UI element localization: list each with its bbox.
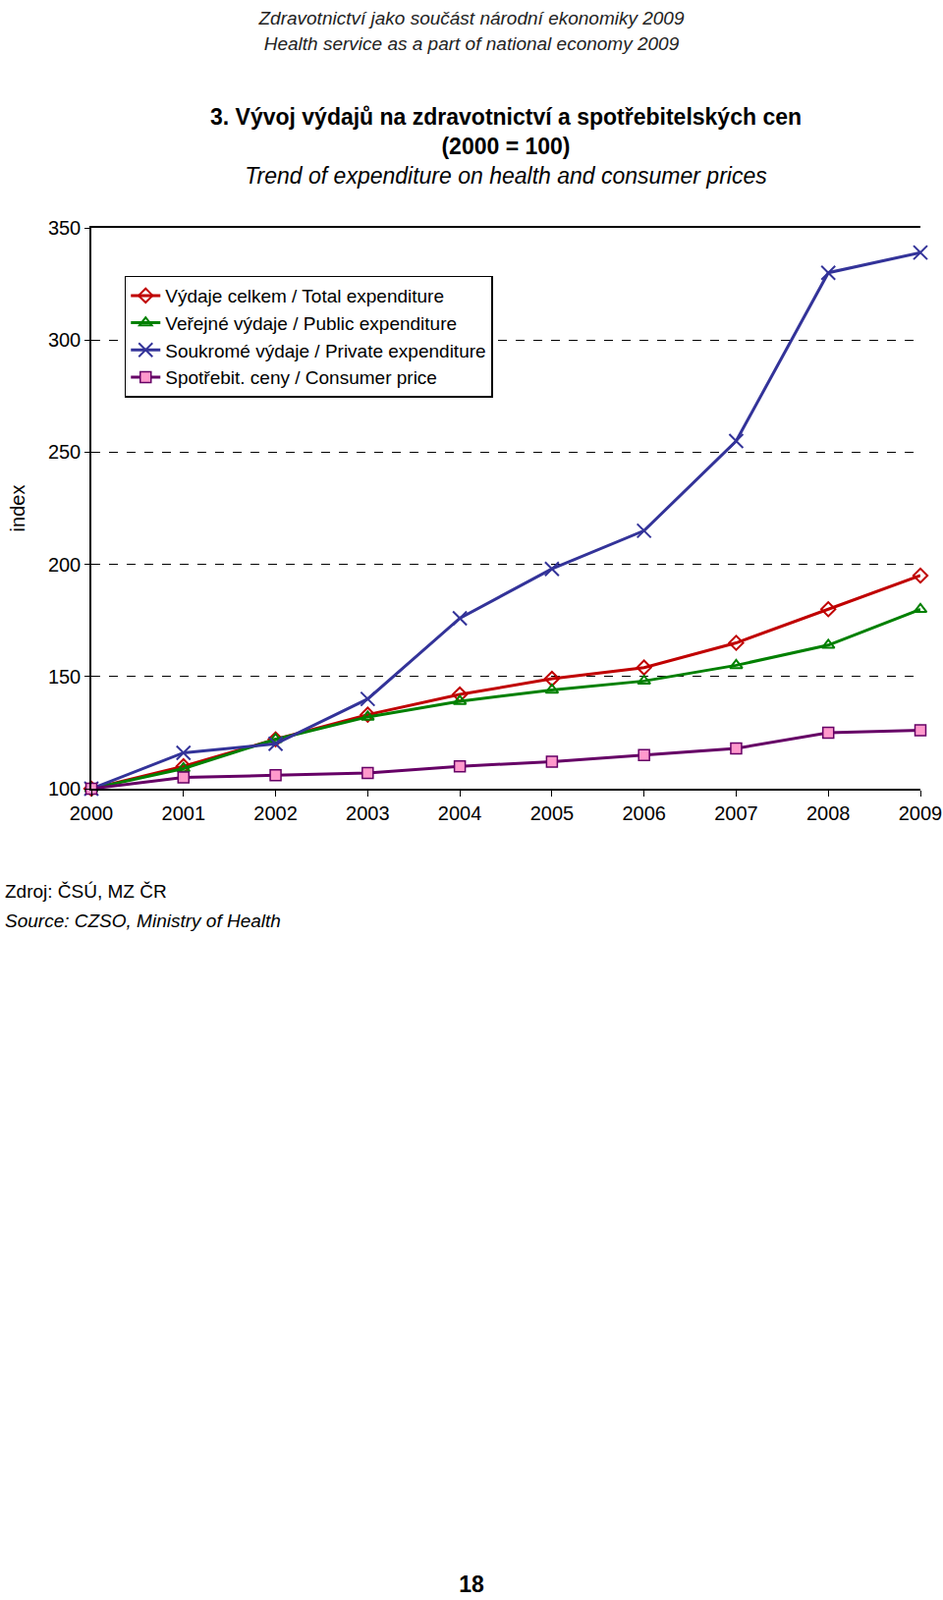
svg-text:300: 300 xyxy=(48,329,81,351)
html-text:18: 18 xyxy=(458,1571,485,1598)
svg-text:150: 150 xyxy=(48,665,81,688)
svg-text:2000: 2000 xyxy=(69,802,114,825)
svg-text:200: 200 xyxy=(48,554,81,576)
svg-text:Spotřebit. ceny / Consumer pri: Spotřebit. ceny / Consumer price xyxy=(165,367,438,389)
svg-text:350: 350 xyxy=(48,217,81,239)
svg-text:3. Vývoj výdajů na zdravotnict: 3. Vývoj výdajů na zdravotnictví a spotř… xyxy=(210,104,802,189)
svg-text:2001: 2001 xyxy=(162,802,207,825)
svg-text:index: index xyxy=(6,485,29,533)
svg-text:2007: 2007 xyxy=(714,802,759,825)
svg-text:2003: 2003 xyxy=(345,802,390,825)
html-text:Zdroj: ČSÚ, MZ ČR: Zdroj: ČSÚ, MZ ČR xyxy=(4,881,167,902)
svg-text:250: 250 xyxy=(48,441,81,463)
svg-text:Výdaje celkem / Total expendit: Výdaje celkem / Total expenditure xyxy=(165,285,444,307)
svg-text:2002: 2002 xyxy=(253,802,298,825)
svg-text:2008: 2008 xyxy=(806,802,851,825)
html-text:Zdravotnictví jako součást nár: Zdravotnictví jako součást národní ekono… xyxy=(258,7,685,29)
svg-text:Soukromé výdaje / Private expe: Soukromé výdaje / Private expenditure xyxy=(165,340,486,362)
svg-text:2006: 2006 xyxy=(621,802,666,825)
svg-text:100: 100 xyxy=(48,777,81,800)
svg-text:Veřejné výdaje / Public expend: Veřejné výdaje / Public expenditure xyxy=(165,313,457,334)
svg-text:2009: 2009 xyxy=(898,802,943,825)
html-text:Health service as a part of na: Health service as a part of national eco… xyxy=(264,33,679,55)
svg-text:2005: 2005 xyxy=(530,802,575,825)
svg-text:2004: 2004 xyxy=(438,802,483,825)
html-text:Source: CZSO, Ministry of Heal: Source: CZSO, Ministry of Health xyxy=(4,910,281,932)
